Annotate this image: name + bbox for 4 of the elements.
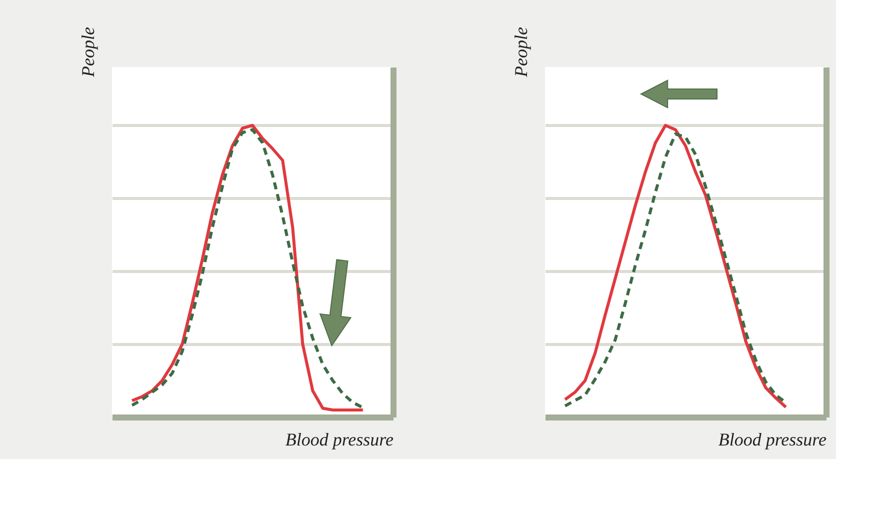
x-axis-title: Blood pressure (285, 430, 394, 450)
x-axis-title: Blood pressure (718, 430, 826, 450)
y-axis-title: People (511, 27, 531, 78)
y-axis-title: People (78, 27, 98, 78)
